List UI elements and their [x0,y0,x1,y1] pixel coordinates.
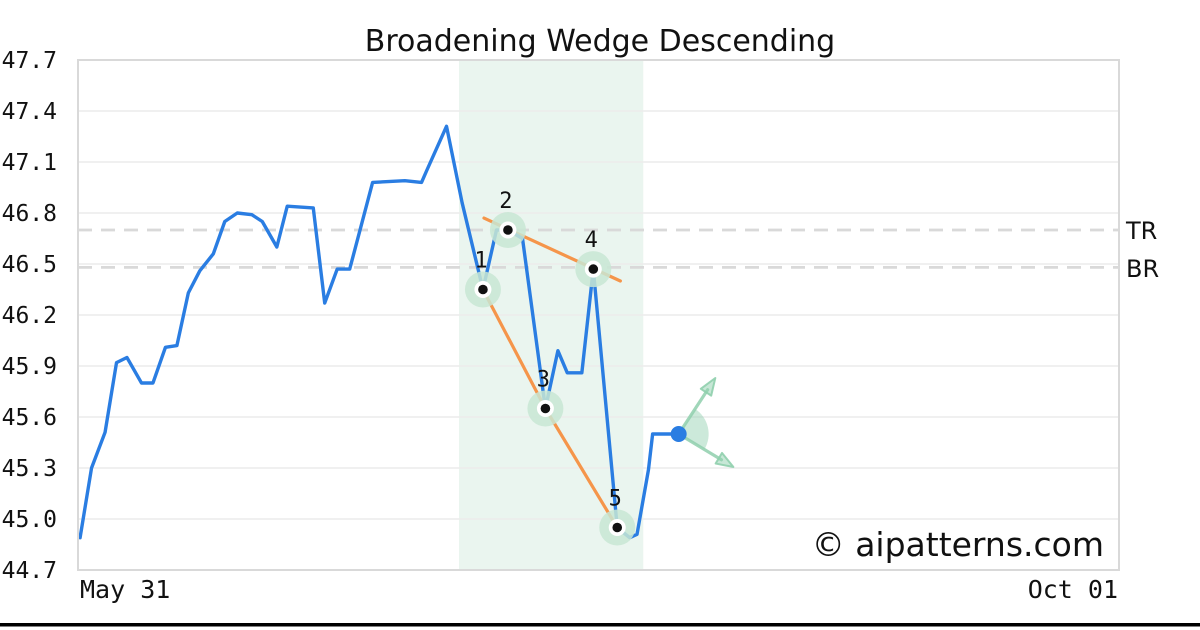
price-line [78,124,681,540]
breakout-dot [670,426,687,442]
pattern-point-dot [478,284,488,295]
y-tick-label: 47.7 [2,48,57,74]
x-axis-label-start: May 31 [80,575,170,604]
y-tick-label: 45.3 [2,456,57,482]
breakout-arrow-up-head-icon [699,377,717,397]
chart-title: Broadening Wedge Descending [365,24,835,59]
pattern-point-label: 4 [585,228,598,253]
chart-geometry: 1 2 3 4 5 [77,59,1120,571]
y-tick-label: 47.4 [2,99,57,125]
x-axis-label-end: Oct 01 [1028,575,1118,604]
y-tick-label: 46.2 [2,303,57,329]
y-tick-label: 46.5 [2,252,57,278]
pattern-point-label: 1 [474,249,487,274]
y-tick-label: 45.9 [2,354,57,380]
y-tick-label: 45.6 [2,405,57,431]
pattern-point-label: 2 [499,189,512,214]
pattern-point-label: 3 [537,368,550,393]
y-tick-label: 47.1 [2,150,57,176]
plot-border [77,59,1120,571]
y-tick-label: 46.8 [2,201,57,227]
pattern-point-label: 5 [609,487,622,512]
watermark: © aipatterns.com [812,525,1104,564]
level-label-br: BR [1126,255,1159,283]
y-tick-label: 45.0 [2,507,57,533]
breakout-angle-sector [678,408,709,450]
pattern-point-dot [540,403,551,414]
pattern-point-dot [612,522,623,533]
bottom-border-bar [0,623,1200,627]
pattern-point-dot [503,225,513,235]
breakout-arrow-down-shaft [677,432,724,462]
breakout-arrow-up-shaft [677,388,710,436]
pattern-point-dot [588,264,599,274]
breakout-arrow-down-head-icon [714,451,735,469]
y-tick-label: 44.7 [2,558,57,584]
level-label-tr: TR [1125,217,1157,245]
